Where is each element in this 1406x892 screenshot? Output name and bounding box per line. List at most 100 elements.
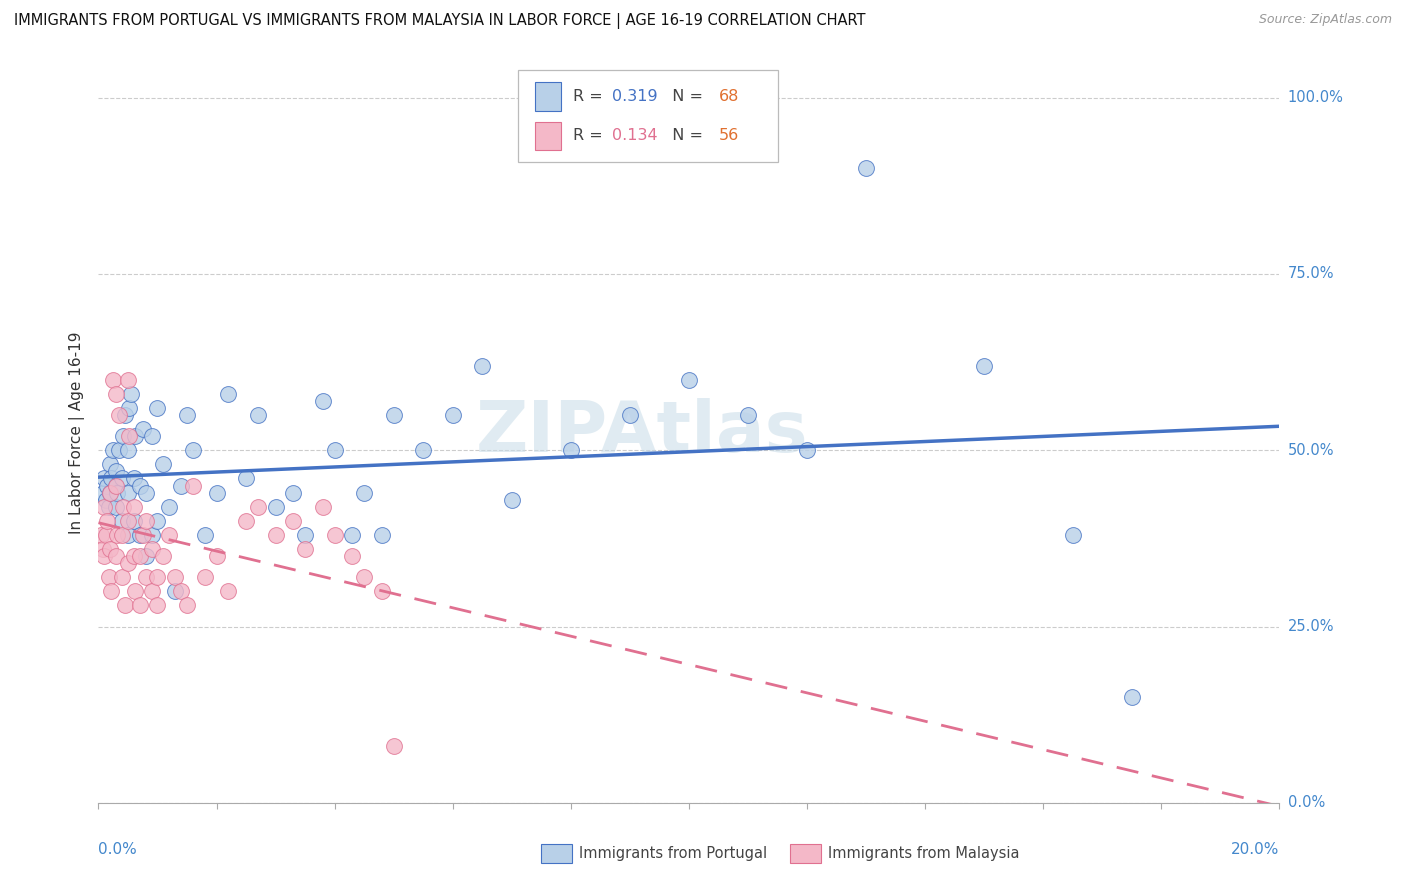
Point [111, 514, 134, 528]
Point [737, 408, 759, 422]
Point [283, 514, 305, 528]
Point [135, 514, 157, 528]
Text: 68: 68 [718, 89, 738, 104]
Point [371, 528, 394, 542]
Text: Immigrants from Portugal: Immigrants from Portugal [579, 847, 768, 861]
Text: IMMIGRANTS FROM PORTUGAL VS IMMIGRANTS FROM MALAYSIA IN LABOR FORCE | AGE 16-19 : IMMIGRANTS FROM PORTUGAL VS IMMIGRANTS F… [14, 13, 866, 29]
Point [128, 528, 150, 542]
Text: 56: 56 [718, 128, 738, 144]
Text: 50.0%: 50.0% [1288, 442, 1334, 458]
Point [117, 485, 139, 500]
Point [108, 443, 131, 458]
Text: 0.0%: 0.0% [98, 842, 138, 856]
Point [323, 443, 346, 458]
Point [93, 549, 115, 563]
Point [124, 429, 146, 443]
Point [108, 408, 131, 422]
Point [146, 514, 169, 528]
Point [353, 485, 375, 500]
FancyBboxPatch shape [517, 70, 778, 162]
Point [796, 443, 818, 458]
Point [135, 549, 157, 563]
Text: 100.0%: 100.0% [1288, 90, 1344, 105]
Point [98, 458, 121, 472]
Text: N =: N = [662, 89, 707, 104]
Point [1121, 690, 1143, 704]
Point [264, 528, 287, 542]
Point [98, 500, 121, 514]
Point [152, 549, 174, 563]
Point [371, 584, 394, 599]
Point [124, 584, 146, 599]
Point [678, 373, 700, 387]
Point [105, 500, 128, 514]
Point [194, 570, 217, 584]
Point [217, 387, 239, 401]
Point [118, 429, 141, 443]
Point [120, 387, 142, 401]
Point [117, 443, 139, 458]
Point [128, 478, 150, 492]
Point [353, 570, 375, 584]
Point [117, 514, 139, 528]
Point [181, 478, 204, 492]
Point [471, 359, 494, 373]
Point [105, 528, 128, 542]
Point [114, 408, 136, 422]
Point [103, 373, 125, 387]
Point [91, 541, 114, 556]
Text: 0.0%: 0.0% [1288, 796, 1324, 810]
Point [342, 528, 364, 542]
Point [157, 500, 180, 514]
Point [122, 549, 145, 563]
Point [141, 541, 163, 556]
Point [105, 485, 128, 500]
Text: R =: R = [574, 128, 607, 144]
Point [98, 570, 121, 584]
Point [146, 570, 169, 584]
Text: 25.0%: 25.0% [1288, 619, 1334, 634]
Point [91, 485, 114, 500]
Point [146, 599, 169, 613]
Point [98, 485, 121, 500]
Point [112, 429, 135, 443]
Point [157, 528, 180, 542]
Point [117, 556, 139, 570]
Point [141, 584, 163, 599]
Point [170, 478, 193, 492]
Point [90, 528, 112, 542]
Point [128, 599, 150, 613]
Text: 0.319: 0.319 [612, 89, 658, 104]
Point [122, 514, 145, 528]
Point [1062, 528, 1084, 542]
Y-axis label: In Labor Force | Age 16-19: In Labor Force | Age 16-19 [69, 331, 86, 534]
Point [170, 584, 193, 599]
Point [122, 471, 145, 485]
Point [312, 500, 335, 514]
Point [181, 443, 204, 458]
Point [441, 408, 464, 422]
Point [135, 485, 157, 500]
FancyBboxPatch shape [536, 121, 561, 150]
Point [114, 599, 136, 613]
Point [176, 408, 198, 422]
Point [165, 570, 187, 584]
Point [205, 485, 228, 500]
Point [141, 528, 163, 542]
Text: 0.134: 0.134 [612, 128, 658, 144]
Text: Immigrants from Malaysia: Immigrants from Malaysia [828, 847, 1019, 861]
Point [560, 443, 582, 458]
Point [246, 408, 269, 422]
Point [98, 485, 121, 500]
Point [194, 528, 217, 542]
Point [176, 599, 198, 613]
Point [235, 514, 257, 528]
Point [217, 584, 239, 599]
Point [93, 500, 115, 514]
Point [117, 373, 139, 387]
Point [96, 478, 118, 492]
Point [135, 570, 157, 584]
Point [283, 485, 305, 500]
Point [294, 541, 316, 556]
Point [105, 478, 128, 492]
